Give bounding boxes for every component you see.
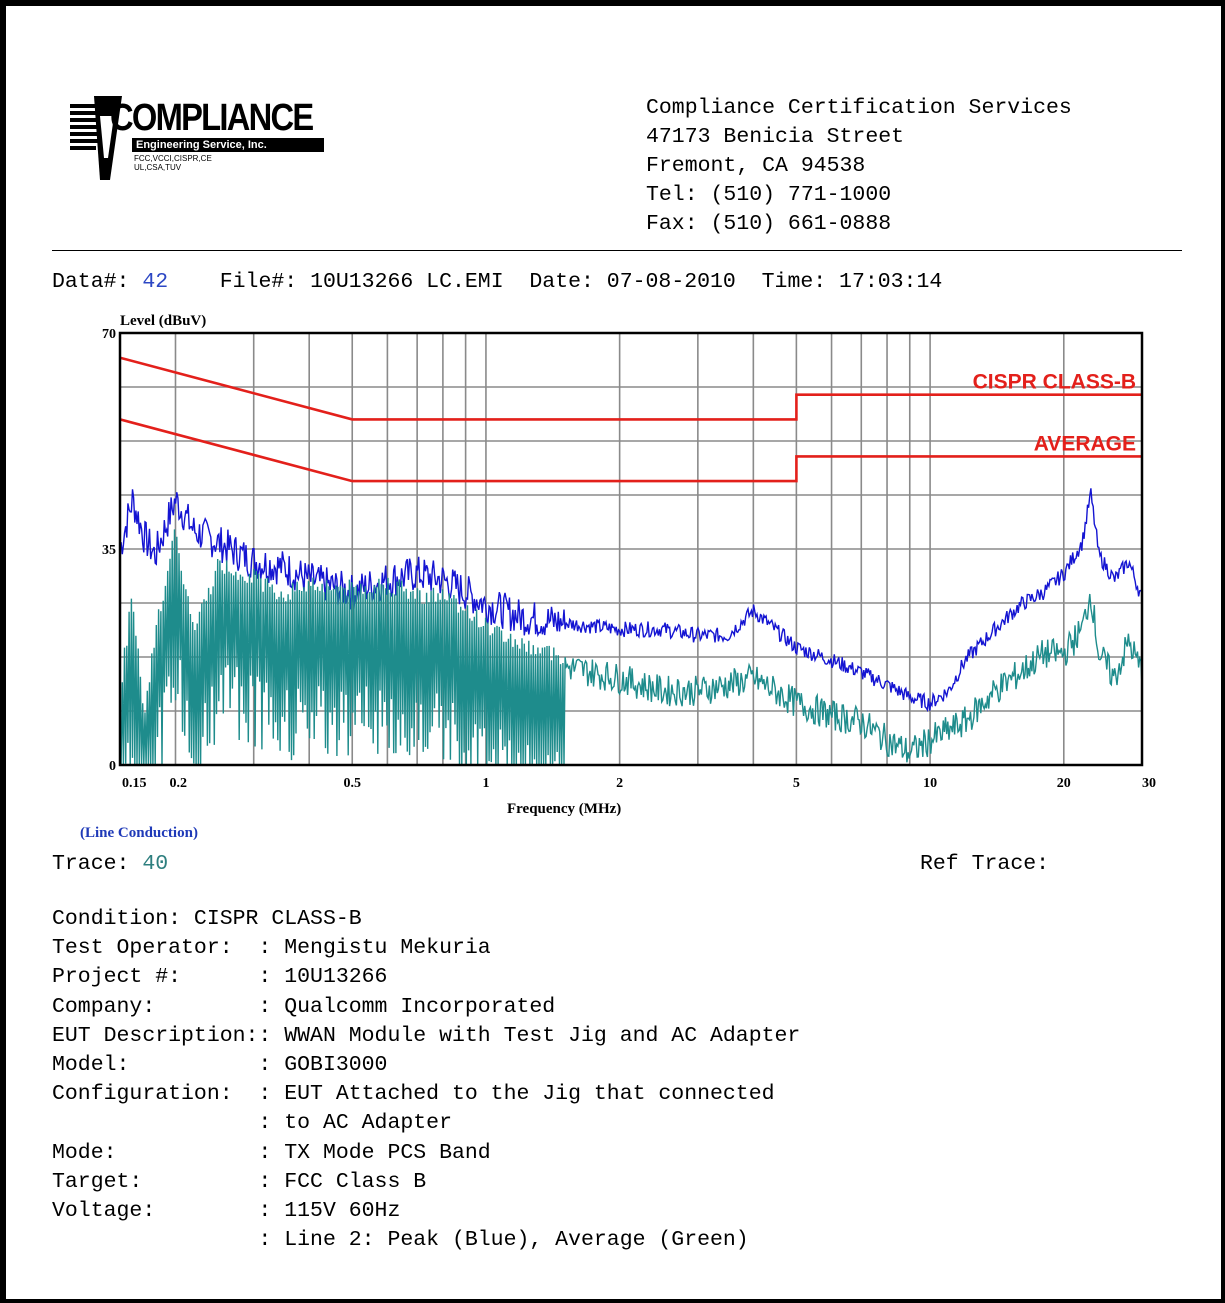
- x-tick-label: 2: [616, 776, 623, 791]
- series-line: [119, 529, 1143, 766]
- x-tick-label: 10: [923, 776, 937, 791]
- ref-trace-label: Ref Trace:: [920, 852, 1050, 876]
- limit-line-label: AVERAGE: [1034, 432, 1136, 455]
- trace-line: Trace: 40: [52, 852, 168, 876]
- data-header-line: Data#: 42 File#: 10U13266 LC.EMI Date: 0…: [52, 270, 942, 294]
- logo-small-text: FCC,VCCI,CISPR,CE UL,CSA,TUV: [134, 154, 212, 172]
- info-line: Condition: CISPR CLASS-B: [52, 907, 362, 931]
- address-phone: Tel: (510) 771-1000: [646, 183, 892, 207]
- data-number-label: Data#:: [52, 270, 143, 294]
- limit-line-label: CISPR CLASS-B: [973, 371, 1136, 394]
- info-line: Target: : FCC Class B: [52, 1169, 427, 1194]
- limit-lines: CISPR CLASS-B AVERAGE: [119, 356, 1142, 483]
- logo-emblem-icon: [70, 96, 122, 180]
- plot-border: [118, 331, 1144, 767]
- info-line: EUT Description:: WWAN Module with Test …: [52, 1023, 801, 1048]
- info-line: : Line 2: Peak (Blue), Average (Green): [52, 1228, 749, 1253]
- logo-wordmark: COMPLIANCE: [110, 97, 314, 139]
- limit-line: [119, 418, 1142, 483]
- file-date-time: File#: 10U13266 LC.EMI Date: 07-08-2010 …: [168, 270, 943, 294]
- x-tick-label: 1: [482, 776, 489, 791]
- info-line: Mode: : TX Mode PCS Band: [52, 1140, 491, 1165]
- chart-series: [119, 488, 1143, 766]
- logo-small-line-1: FCC,VCCI,CISPR,CE: [134, 154, 212, 163]
- series-line: [119, 488, 1143, 713]
- y-axis-ticks: 70 35 0: [102, 327, 116, 774]
- x-tick-label: 0.15: [122, 776, 147, 791]
- info-line: Test Operator: : Mengistu Mekuria: [52, 936, 491, 961]
- trace-value: 40: [142, 852, 169, 876]
- info-line: Configuration: : EUT Attached to the Jig…: [52, 1082, 775, 1107]
- address-line-3: Fremont, CA 94538: [646, 154, 866, 178]
- x-axis-label: Frequency (MHz): [507, 801, 621, 817]
- logo-small-line-2: UL,CSA,TUV: [134, 163, 182, 172]
- company-logo: COMPLIANCE Engineering Service, Inc. FCC…: [70, 96, 330, 180]
- logo-subtitle: Engineering Service, Inc.: [132, 138, 324, 152]
- data-number-value: 42: [142, 270, 169, 294]
- y-tick-label: 35: [102, 543, 116, 558]
- x-tick-label: 0.5: [343, 776, 361, 791]
- x-axis-ticks: 0.15 0.2 0.5 1 2 5 10 20 30: [122, 776, 1156, 791]
- emission-chart: CISPR CLASS-B AVERAGE 70 35 0 0.15 0.2 0.5 1 2 5…: [80, 313, 1156, 840]
- info-line: : to AC Adapter: [52, 1111, 452, 1136]
- y-axis-label: Level (dBuV): [120, 313, 206, 329]
- company-address: Compliance Certification Services 47173 B…: [646, 94, 1072, 239]
- limit-line: [119, 356, 1142, 421]
- x-tick-label: 0.2: [169, 776, 187, 791]
- info-line: Voltage: : 115V 60Hz: [52, 1199, 401, 1224]
- test-info-block: Condition: CISPR CLASS-B Test Operator: :…: [52, 905, 800, 1255]
- info-line: Model: : GOBI3000: [52, 1053, 388, 1078]
- x-tick-label: 20: [1057, 776, 1071, 791]
- address-fax: Fax: (510) 661-0888: [646, 212, 892, 236]
- chart-annotation: (Line Conduction): [80, 825, 198, 840]
- trace-label: Trace:: [52, 852, 143, 876]
- y-tick-label: 0: [109, 759, 116, 774]
- x-tick-label: 30: [1142, 776, 1156, 791]
- header-divider: [52, 250, 1182, 251]
- address-line-2: 47173 Benicia Street: [646, 125, 905, 149]
- address-line-1: Compliance Certification Services: [646, 96, 1072, 120]
- info-line: Project #: : 10U13266: [52, 965, 388, 990]
- info-line: Company: : Qualcomm Incorporated: [52, 994, 556, 1019]
- y-tick-label: 70: [102, 327, 116, 342]
- x-tick-label: 5: [793, 776, 800, 791]
